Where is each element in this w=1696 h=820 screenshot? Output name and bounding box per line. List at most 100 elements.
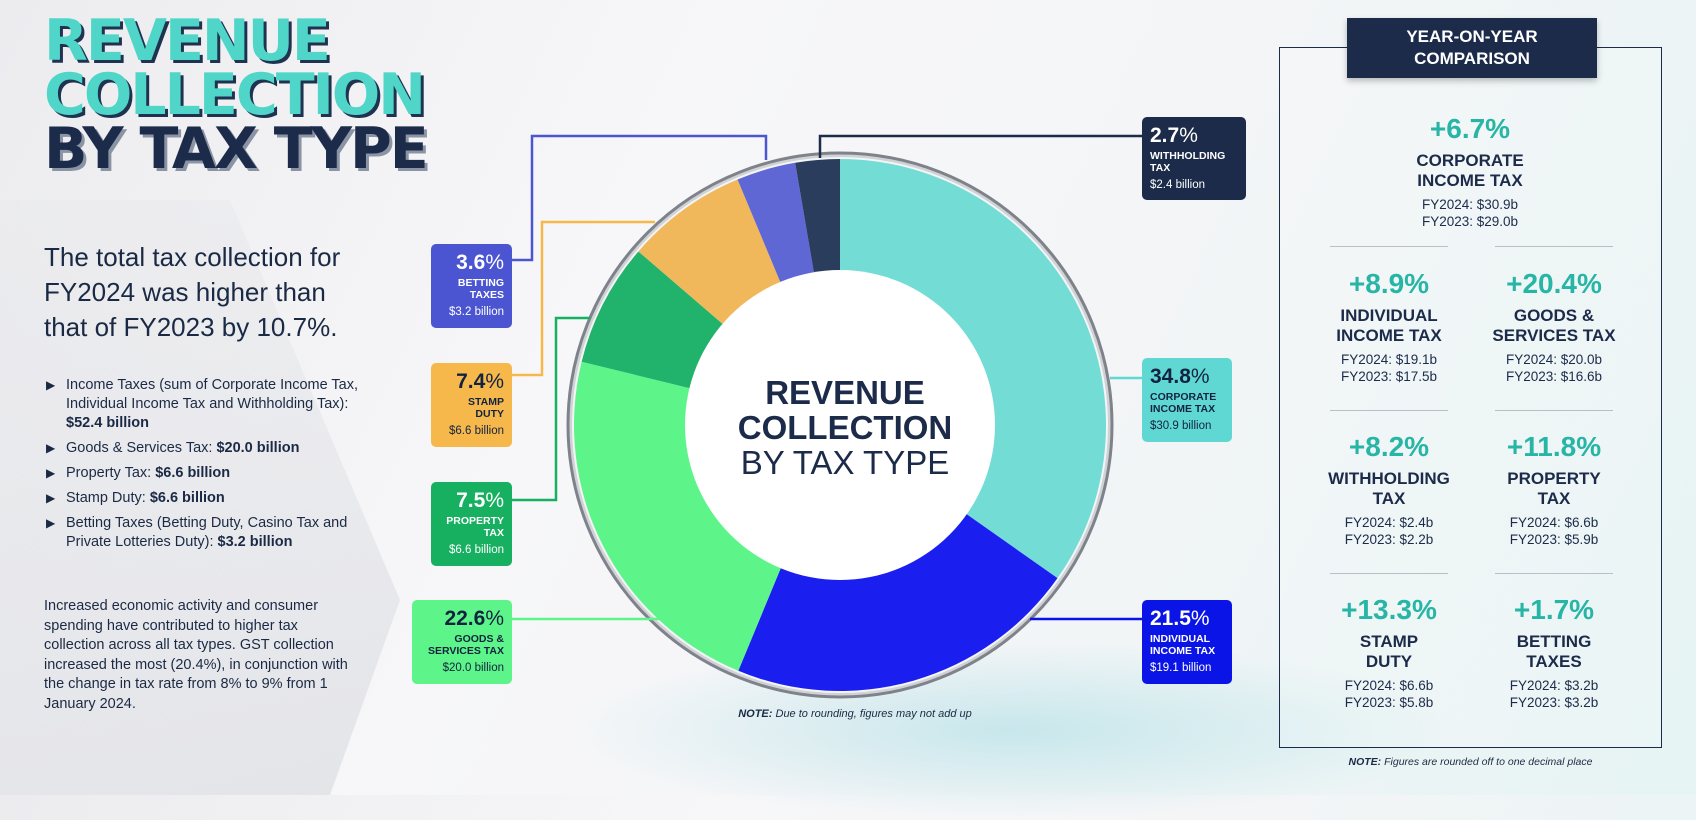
yoy-fy2023: FY2023: $29.0b xyxy=(1421,213,1519,229)
slice-name-line: CORPORATE xyxy=(1150,391,1217,403)
bullet-value: $6.6 billion xyxy=(149,490,225,506)
slice-name: STAMP DUTY xyxy=(439,396,504,420)
slice-percent: 21.5% xyxy=(1150,608,1224,630)
bullet-arrow-icon: ▶ xyxy=(46,491,56,505)
yoy-divider xyxy=(1330,246,1448,247)
yoy-change: +8.9% xyxy=(1348,268,1430,299)
yoy-fy2024: FY2024: $19.1b xyxy=(1340,352,1438,367)
percent-sign: % xyxy=(485,607,504,630)
bullet-value: $20.0 billion xyxy=(216,440,300,456)
yoy-values: FY2024: $19.1b FY2023: $17.5b xyxy=(1309,352,1469,385)
slice-percent: 22.6% xyxy=(420,608,504,630)
yoy-fy2023: FY2023: $5.9b xyxy=(1509,531,1599,547)
donut-slices xyxy=(574,159,1107,692)
yoy-change: +8.2% xyxy=(1348,431,1430,462)
donut-slice-goods-services-tax xyxy=(574,361,783,671)
slice-percent: 7.4% xyxy=(439,371,504,393)
yoy-name-line: DUTY xyxy=(1365,652,1413,671)
leader-line-stamp xyxy=(512,220,655,377)
label-stamp-duty: 7.4% STAMP DUTY $6.6 billion xyxy=(431,363,512,447)
note-text: Figures are rounded off to one decimal p… xyxy=(1384,756,1593,768)
yoy-fy2024: FY2024: $2.4b xyxy=(1344,515,1434,530)
slice-percent: 2.7% xyxy=(1150,125,1238,147)
yoy-change: +6.7% xyxy=(1429,113,1511,144)
yoy-name: PROPERTY TAX xyxy=(1474,469,1634,509)
percent-sign: % xyxy=(1190,365,1210,388)
yoy-fy2023: FY2023: $5.8b xyxy=(1344,694,1434,710)
slice-percent-value: 2.7 xyxy=(1150,124,1180,147)
donut-slice-property-tax xyxy=(581,251,727,390)
bullet-text: Goods & Services Tax: xyxy=(66,440,217,456)
slice-name-line: WITHHOLDING xyxy=(1150,150,1226,162)
slice-amount: $3.2 billion xyxy=(449,306,504,318)
yoy-fy2024: FY2024: $6.6b xyxy=(1344,678,1434,693)
slice-amount: $6.6 billion xyxy=(449,425,504,437)
bullet-income-taxes: ▶ Income Taxes (sum of Corporate Income T… xyxy=(44,376,374,433)
slice-name: CORPORATE INCOME TAX xyxy=(1150,391,1224,415)
yoy-item-withholding-tax: +8.2% WITHHOLDING TAX FY2024: $2.4b FY2023… xyxy=(1309,431,1469,548)
slice-percent: 7.5% xyxy=(439,490,504,512)
bullet-value: $52.4 billion xyxy=(66,415,149,431)
slice-percent-value: 7.5 xyxy=(456,489,486,512)
yoy-name-line: PROPERTY xyxy=(1507,469,1601,488)
bullet-gst: ▶ Goods & Services Tax: $20.0 billion xyxy=(44,439,374,458)
yoy-fy2024: FY2024: $30.9b xyxy=(1421,197,1519,212)
donut-slice-withholding-tax xyxy=(795,159,840,278)
background-glow xyxy=(560,640,1460,820)
yoy-fy2023: FY2023: $3.2b xyxy=(1509,694,1599,710)
yoy-change: +1.7% xyxy=(1513,594,1595,625)
yoy-change: +20.4% xyxy=(1506,268,1602,299)
note-text: Due to rounding, figures may not add up xyxy=(775,708,972,720)
yoy-name-line: CORPORATE xyxy=(1416,151,1524,170)
donut-slice-stamp-duty xyxy=(638,179,783,328)
leader-lines xyxy=(512,134,1142,621)
yoy-fy2024: FY2024: $3.2b xyxy=(1509,678,1599,693)
slice-percent-value: 22.6 xyxy=(444,607,486,630)
yoy-name-line: INCOME TAX xyxy=(1417,171,1523,190)
yoy-name: BETTING TAXES xyxy=(1474,632,1634,672)
percent-sign: % xyxy=(1179,124,1198,147)
yoy-item-property-tax: +11.8% PROPERTY TAX FY2024: $6.6b FY2023: … xyxy=(1474,431,1634,548)
yoy-divider xyxy=(1330,573,1448,574)
yoy-item-stamp-duty: +13.3% STAMP DUTY FY2024: $6.6b FY2023: $5… xyxy=(1309,594,1469,711)
bullet-arrow-icon: ▶ xyxy=(46,466,56,480)
yoy-note: NOTE: Figures are rounded off to one dec… xyxy=(1279,756,1662,768)
slice-name-line: PROPERTY xyxy=(446,515,504,527)
percent-sign: % xyxy=(485,251,504,274)
slice-percent: 34.8% xyxy=(1150,366,1224,388)
yoy-divider xyxy=(1330,410,1448,411)
title-line-1: REVENUE xyxy=(44,8,331,74)
chart-note: NOTE: Due to rounding, figures may not a… xyxy=(660,708,1050,720)
leader-line-betting xyxy=(512,134,768,262)
yoy-fy2023: FY2023: $16.6b xyxy=(1505,368,1603,384)
slice-percent-value: 3.6 xyxy=(456,251,486,274)
yoy-panel-header: YEAR-ON-YEAR COMPARISON xyxy=(1347,18,1597,78)
yoy-fy2023: FY2023: $17.5b xyxy=(1340,368,1438,384)
yoy-item-individual-income-tax: +8.9% INDIVIDUAL INCOME TAX FY2024: $19.1… xyxy=(1309,268,1469,385)
bullet-arrow-icon: ▶ xyxy=(46,516,56,530)
yoy-item-betting-taxes: +1.7% BETTING TAXES FY2024: $3.2b FY2023: … xyxy=(1474,594,1634,711)
label-betting-taxes: 3.6% BETTING TAXES $3.2 billion xyxy=(431,244,512,328)
bullet-text: Income Taxes (sum of Corporate Income Ta… xyxy=(66,377,359,412)
slice-name: GOODS & SERVICES TAX xyxy=(420,633,504,657)
yoy-name: CORPORATE INCOME TAX xyxy=(1360,151,1580,191)
slice-name-line: TAXES xyxy=(469,289,504,301)
note-label: NOTE: xyxy=(1348,756,1382,768)
yoy-values: FY2024: $3.2b FY2023: $3.2b xyxy=(1474,678,1634,711)
bullet-arrow-icon: ▶ xyxy=(46,441,56,455)
donut-center-title: REVENUE COLLECTION BY TAX TYPE xyxy=(700,375,990,481)
slice-name-line: STAMP xyxy=(468,396,504,408)
leader-line-property xyxy=(512,316,590,502)
yoy-header-line-2: COMPARISON xyxy=(1414,49,1530,68)
slice-amount: $19.1 billion xyxy=(1150,662,1212,674)
yoy-fy2024: FY2024: $20.0b xyxy=(1505,352,1603,367)
donut-chart xyxy=(512,134,1142,699)
slice-name: BETTING TAXES xyxy=(439,277,504,301)
slice-name-line: TAX xyxy=(483,527,504,539)
yoy-name: STAMP DUTY xyxy=(1309,632,1469,672)
slice-name-line: INCOME TAX xyxy=(1150,645,1216,657)
yoy-item-corporate-income-tax: +6.7% CORPORATE INCOME TAX FY2024: $30.9b… xyxy=(1360,113,1580,230)
note-label: NOTE: xyxy=(738,708,773,720)
donut-hole xyxy=(685,270,995,580)
slice-percent-value: 21.5 xyxy=(1150,607,1191,630)
